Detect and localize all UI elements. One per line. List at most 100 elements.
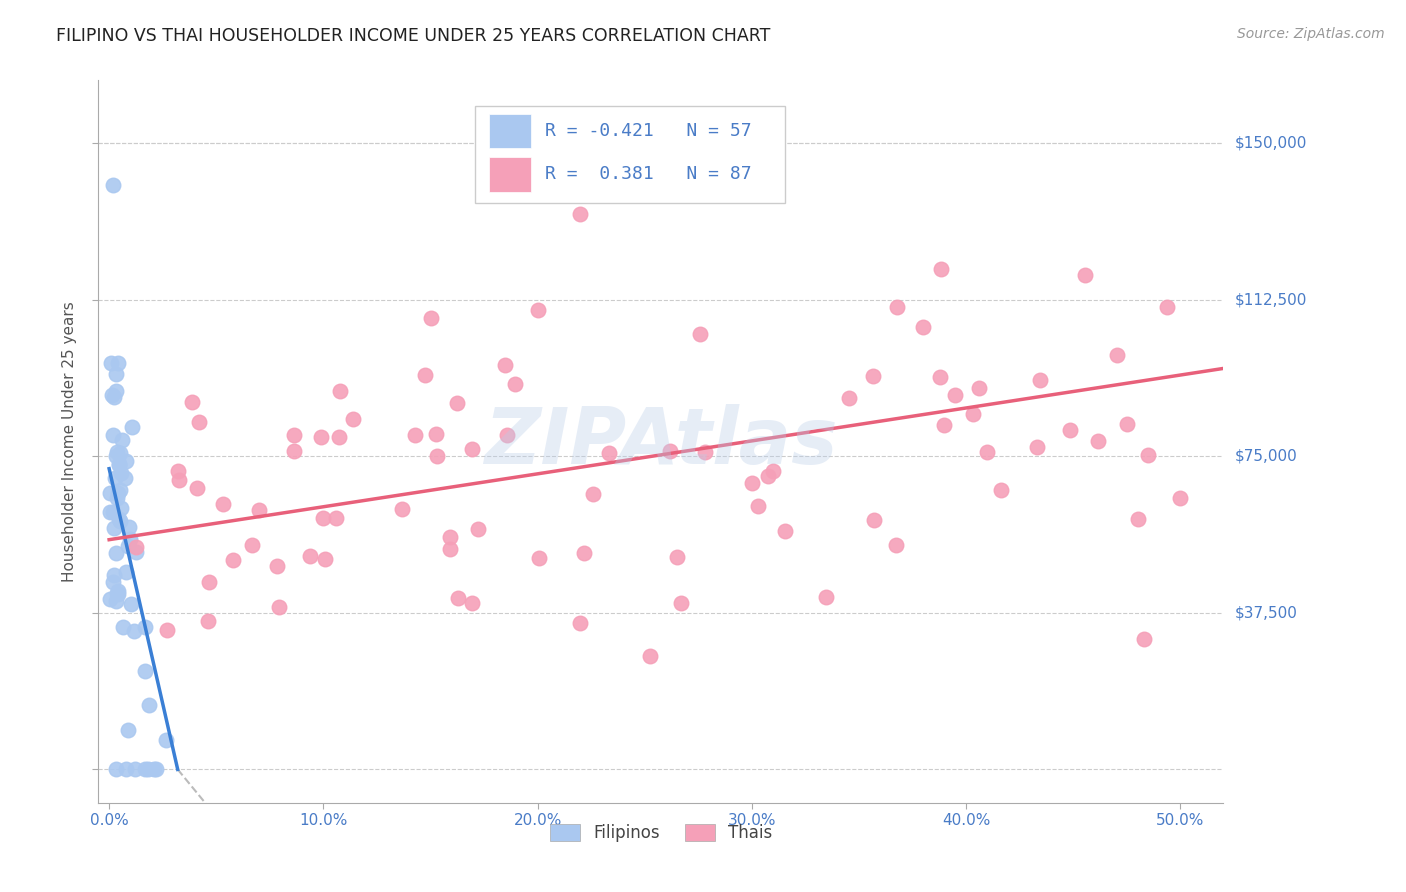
Point: [1170, 491, 1192, 505]
Point: [439, 530, 461, 544]
Point: [198, 575, 221, 590]
Point: [439, 542, 461, 557]
Point: [105, 384, 128, 398]
Point: [447, 591, 470, 605]
Point: [404, 427, 426, 442]
Point: [104, 594, 127, 608]
Point: [107, 486, 129, 500]
Point: [572, 545, 595, 559]
Point: [101, 387, 124, 401]
Point: [598, 445, 620, 459]
Y-axis label: Householder Income Under 25 years: Householder Income Under 25 years: [62, 301, 77, 582]
Point: [773, 524, 796, 538]
Point: [640, 648, 662, 663]
Point: [118, 532, 141, 546]
Point: [100, 356, 122, 370]
Point: [1025, 440, 1047, 454]
Point: [689, 327, 711, 342]
Point: [111, 620, 134, 634]
Point: [110, 483, 132, 497]
Point: [114, 471, 136, 485]
Point: [145, 763, 167, 777]
Point: [114, 454, 136, 468]
Point: [186, 481, 208, 495]
Point: [311, 430, 333, 444]
Point: [108, 458, 131, 472]
Text: $75,000: $75,000: [1234, 449, 1298, 464]
Point: [1087, 434, 1109, 448]
Point: [138, 698, 160, 713]
FancyBboxPatch shape: [475, 105, 785, 203]
Point: [929, 261, 952, 276]
Point: [143, 763, 166, 777]
Point: [108, 514, 131, 528]
Point: [862, 369, 884, 384]
Point: [934, 417, 956, 432]
Point: [98, 591, 121, 606]
Point: [461, 596, 484, 610]
Point: [125, 544, 148, 558]
Point: [110, 500, 132, 515]
Point: [111, 433, 134, 447]
Point: [117, 539, 139, 553]
Point: [884, 538, 907, 552]
Point: [526, 303, 548, 318]
Legend: Filipinos, Thais: Filipinos, Thais: [543, 817, 779, 848]
Point: [467, 522, 489, 536]
Point: [104, 471, 127, 485]
Point: [167, 464, 190, 478]
Point: [1133, 632, 1156, 646]
Point: [747, 500, 769, 514]
Point: [108, 446, 131, 460]
Bar: [489, 157, 531, 192]
Point: [105, 491, 128, 506]
Point: [756, 468, 779, 483]
Point: [426, 449, 449, 463]
Point: [107, 356, 129, 370]
Point: [446, 396, 468, 410]
Text: Source: ZipAtlas.com: Source: ZipAtlas.com: [1237, 27, 1385, 41]
Point: [115, 763, 138, 777]
Point: [496, 427, 519, 442]
Point: [1115, 417, 1137, 432]
Point: [101, 505, 124, 519]
Point: [110, 466, 132, 480]
Text: ZIPAtlas: ZIPAtlas: [484, 403, 838, 480]
Point: [419, 311, 441, 326]
Point: [325, 511, 347, 525]
Point: [134, 763, 156, 777]
Point: [267, 600, 290, 615]
Point: [222, 553, 245, 567]
Text: $150,000: $150,000: [1234, 136, 1306, 151]
Point: [212, 497, 235, 511]
Point: [266, 558, 288, 573]
Point: [569, 616, 592, 631]
Point: [1074, 268, 1097, 282]
Point: [329, 384, 352, 398]
Point: [762, 464, 785, 478]
Point: [169, 473, 191, 487]
Point: [117, 723, 139, 738]
Bar: [489, 113, 531, 148]
Point: [283, 444, 305, 458]
Point: [134, 619, 156, 633]
Text: R =  0.381   N = 87: R = 0.381 N = 87: [546, 165, 752, 183]
Point: [425, 427, 447, 442]
Point: [503, 377, 526, 392]
Point: [527, 551, 550, 566]
Point: [314, 552, 336, 566]
Point: [415, 368, 437, 382]
Point: [180, 395, 202, 409]
Text: R = -0.421   N = 57: R = -0.421 N = 57: [546, 122, 752, 140]
Point: [101, 574, 124, 589]
Point: [298, 549, 321, 563]
Point: [943, 388, 966, 402]
Point: [328, 430, 350, 444]
Point: [494, 358, 516, 372]
Point: [105, 444, 128, 458]
Point: [155, 733, 177, 747]
Point: [342, 412, 364, 426]
Point: [136, 763, 159, 777]
Point: [929, 369, 952, 384]
Point: [103, 178, 125, 192]
